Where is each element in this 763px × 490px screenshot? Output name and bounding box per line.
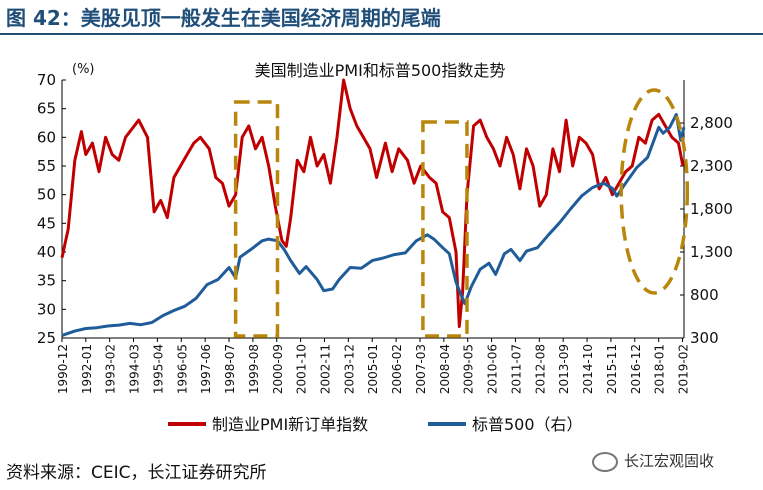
figure-caption: 图 42：美股见顶一般发生在美国经济周期的尾端 [6, 6, 441, 30]
left-tick-label: 25 [37, 329, 56, 347]
right-tick-label: 2,300 [690, 157, 733, 175]
x-tick-label: 2018-01 [653, 344, 667, 394]
x-tick-label: 2001-10 [295, 344, 309, 394]
x-tick-label: 2007-03 [414, 344, 428, 394]
x-tick-label: 2009-05 [462, 344, 476, 394]
left-tick-label: 60 [37, 128, 56, 146]
axes-group: 70 65 60 55 50 45 40 35 30 25 2,800 2,300 1,800 1,300… [37, 71, 733, 394]
watermark-text: 长江宏观固收 [624, 452, 715, 470]
x-tick-label: 2015-11 [605, 344, 619, 394]
annotation-group [233, 88, 690, 338]
x-tick-label: 2014-10 [581, 344, 595, 394]
x-tick-label: 2011-07 [509, 344, 523, 394]
right-tick-label: 1,300 [690, 243, 733, 261]
legend-label-sp500: 标普500（右） [472, 415, 583, 434]
x-tick-label: 1998-07 [223, 344, 237, 394]
dashed-box-annotation [421, 120, 469, 338]
legend: 制造业PMI新订单指数 标普500（右） [168, 415, 583, 434]
dashed-ellipse-annotation [619, 88, 690, 295]
left-tick-label: 65 [37, 100, 56, 118]
watermark: 长江宏观固收 [592, 450, 714, 472]
x-tick-label: 1992-01 [80, 344, 94, 394]
x-tick-label: 1994-03 [128, 344, 142, 394]
x-tick-label: 2005-01 [366, 344, 380, 394]
left-tick-label: 55 [37, 157, 56, 175]
right-tick-label: 1,800 [690, 200, 733, 218]
left-tick-label: 50 [37, 186, 56, 204]
x-tick-label: 2003-12 [342, 344, 356, 394]
wechat-icon [592, 451, 618, 472]
x-tick-label: 2000-09 [271, 344, 285, 394]
x-tick-label: 1993-02 [104, 344, 118, 394]
x-tick-label: 2008-04 [438, 344, 452, 394]
x-tick-label: 2016-12 [629, 344, 643, 394]
dashed-box-annotation [233, 100, 280, 338]
left-axis-unit: (%) [72, 62, 95, 77]
right-tick-label: 2,800 [690, 114, 733, 132]
marks-group [60, 78, 686, 337]
right-tick-label: 300 [690, 329, 719, 347]
x-tick-label: 2012-08 [533, 344, 547, 394]
left-tick-label: 30 [37, 300, 56, 318]
chart-title: 美国制造业PMI和标普500指数走势 [255, 61, 506, 80]
left-tick-label: 35 [37, 272, 56, 290]
x-tick-label: 1996-05 [175, 344, 189, 394]
x-tick-label: 1999-08 [247, 344, 261, 394]
x-tick-label: 2002-11 [318, 344, 332, 394]
left-tick-label: 40 [37, 243, 56, 261]
x-tick-label: 1997-06 [199, 344, 213, 394]
caption-divider [0, 33, 763, 35]
legend-label-pmi: 制造业PMI新订单指数 [212, 415, 368, 434]
series-line-pmi [60, 78, 685, 328]
left-tick-label: 70 [37, 71, 56, 89]
x-tick-label: 2019-02 [677, 344, 691, 394]
pmi-sp500-chart: 美国制造业PMI和标普500指数走势 (%) 70 65 60 55 50 45 40 35 3… [37, 61, 733, 434]
x-tick-label: 2013-09 [557, 344, 571, 394]
source-note: 资料来源：CEIC，长江证券研究所 [6, 463, 267, 483]
x-tick-label: 1995-04 [151, 344, 165, 394]
left-tick-label: 45 [37, 214, 56, 232]
x-tick-label: 2010-06 [486, 344, 500, 394]
right-tick-label: 800 [690, 286, 719, 304]
x-tick-label: 2006-02 [390, 344, 404, 394]
series-line-sp500 [61, 112, 686, 337]
x-tick-label: 1990-12 [56, 344, 70, 394]
